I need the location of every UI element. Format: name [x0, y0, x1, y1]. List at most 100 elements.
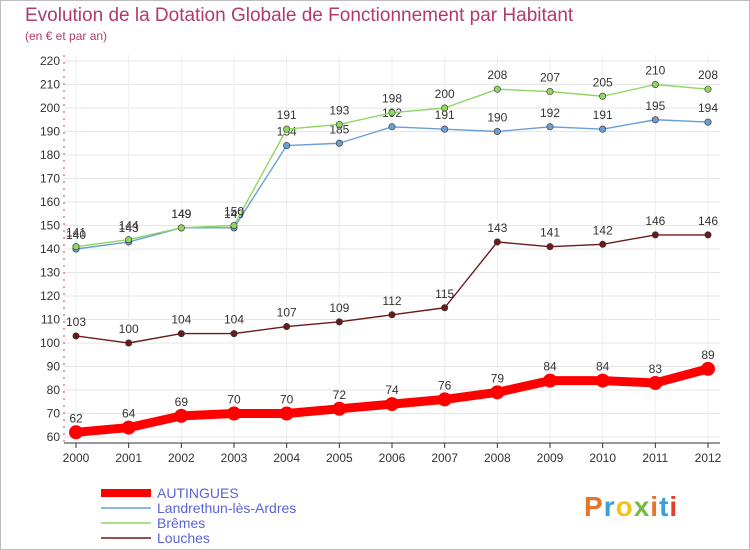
data-point	[388, 109, 396, 117]
data-label: 104	[171, 313, 191, 327]
data-label: 100	[119, 322, 139, 336]
y-tick-label: 140	[40, 242, 60, 256]
data-point	[227, 406, 241, 421]
data-point	[543, 373, 557, 388]
data-label: 198	[382, 92, 402, 106]
data-point	[441, 125, 449, 133]
data-point	[332, 401, 347, 416]
data-label: 79	[491, 371, 505, 385]
logo-letter: r	[603, 491, 616, 522]
data-label: 208	[698, 68, 718, 82]
y-tick-label: 150	[40, 219, 60, 233]
x-tick-label: 2010	[589, 451, 616, 465]
data-point	[437, 392, 452, 407]
data-label: 190	[487, 111, 507, 125]
data-point	[335, 318, 343, 326]
data-label: 200	[435, 87, 455, 101]
data-label: 109	[329, 301, 349, 315]
x-tick-label: 2002	[168, 451, 195, 465]
data-point	[704, 85, 712, 93]
data-label: 195	[645, 99, 665, 113]
data-label: 89	[701, 348, 715, 362]
data-label: 70	[227, 393, 241, 407]
data-point	[651, 81, 659, 89]
data-point	[704, 118, 712, 126]
x-tick-label: 2008	[484, 451, 511, 465]
chart-subtitle: (en € et par an)	[25, 29, 108, 43]
data-point	[283, 323, 291, 331]
x-tick-label: 2000	[63, 451, 90, 465]
data-label: 140	[66, 228, 86, 242]
data-label: 208	[487, 68, 507, 82]
x-tick-label: 2001	[115, 451, 142, 465]
data-point	[493, 238, 501, 246]
data-point	[651, 231, 659, 239]
y-tick-label: 180	[40, 148, 60, 162]
y-tick-label: 210	[40, 78, 60, 92]
data-label: 149	[171, 207, 191, 221]
x-tick-label: 2005	[326, 451, 353, 465]
data-point	[279, 406, 294, 421]
data-point	[385, 397, 399, 412]
data-point	[704, 231, 712, 239]
data-point	[283, 125, 291, 133]
data-point	[125, 236, 133, 244]
data-point	[125, 339, 133, 347]
series-autingues: 62 64 69 70 70 72 74 76 79 84 84 83 89	[69, 348, 715, 440]
y-tick-label: 170	[40, 172, 60, 186]
y-tick-label: 60	[47, 430, 61, 444]
data-label: 104	[224, 313, 244, 327]
data-point	[546, 88, 554, 96]
data-point	[230, 222, 238, 230]
data-point	[72, 332, 80, 340]
data-label: 112	[382, 294, 401, 308]
data-point	[72, 243, 80, 251]
data-point	[177, 224, 185, 232]
data-point	[335, 139, 343, 147]
data-point	[441, 104, 449, 112]
logo-letter: t	[659, 491, 670, 522]
y-tick-label: 100	[40, 336, 60, 350]
data-label: 76	[438, 378, 452, 392]
data-label: 193	[329, 103, 349, 117]
data-point	[599, 240, 607, 248]
data-label: 194	[698, 101, 718, 115]
x-tick-label: 2004	[273, 451, 300, 465]
logo-letter: i	[669, 491, 679, 522]
data-label: 107	[277, 306, 297, 320]
data-label: 103	[66, 315, 86, 329]
proxiti-logo: Proxiti	[584, 491, 678, 523]
data-point	[595, 373, 610, 388]
x-tick-label: 2011	[642, 451, 668, 465]
data-label: 207	[540, 71, 560, 85]
data-label: 142	[593, 223, 613, 237]
data-label: 64	[122, 407, 136, 421]
legend-label: AUTINGUES	[157, 485, 239, 501]
y-tick-label: 220	[40, 54, 60, 68]
data-label: 84	[543, 360, 557, 374]
data-point	[388, 311, 396, 319]
data-label: 185	[329, 122, 349, 136]
data-label: 62	[69, 411, 83, 425]
data-label: 141	[540, 226, 560, 240]
y-tick-label: 120	[40, 289, 60, 303]
data-label: 191	[277, 108, 297, 122]
data-point	[388, 123, 396, 131]
data-point	[599, 92, 607, 100]
data-point	[701, 361, 715, 376]
x-tick-label: 2009	[537, 451, 564, 465]
data-point	[599, 125, 607, 133]
y-tick-label: 190	[40, 125, 60, 139]
logo-letter: P	[584, 491, 604, 522]
data-point	[230, 330, 238, 338]
data-point	[546, 123, 554, 131]
data-label: 72	[333, 388, 347, 402]
data-label: 210	[645, 64, 665, 78]
series-br-mes: 141 144 149 150 191 193 198 200 208 207 205 210 208	[66, 64, 718, 251]
data-label: 149	[171, 207, 191, 221]
data-point	[493, 128, 501, 136]
data-label: 150	[224, 205, 244, 219]
data-label: 144	[119, 219, 139, 233]
